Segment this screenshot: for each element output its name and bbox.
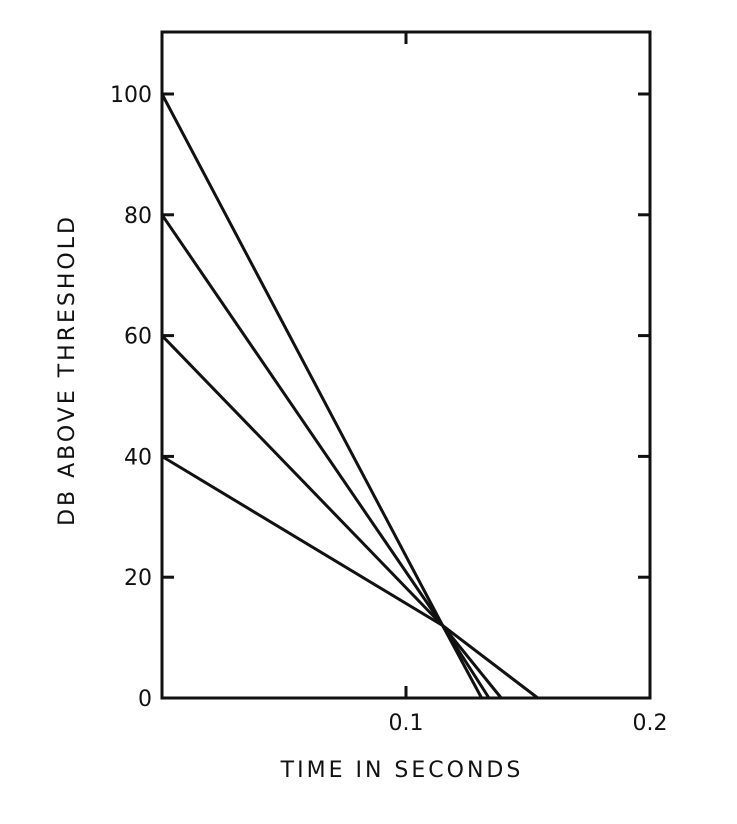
x-axis-label: TIME IN SECONDS — [280, 758, 524, 783]
series-line-3 — [160, 334, 503, 700]
series-line-4 — [160, 454, 540, 700]
y-tick-label: 0 — [138, 687, 152, 712]
series-line-1 — [160, 92, 484, 700]
y-axis-label: DB ABOVE THRESHOLD — [55, 214, 80, 526]
y-tick-label: 80 — [124, 204, 152, 229]
y-tick-label: 60 — [124, 325, 152, 350]
series-lines — [160, 92, 540, 700]
y-tick-label: 100 — [110, 83, 152, 108]
plot-frame — [160, 30, 652, 700]
y-tick-label: 40 — [124, 445, 152, 470]
y-tick-label: 20 — [124, 566, 152, 591]
x-tick-label: 0.2 — [633, 711, 668, 736]
x-tick-label: 0.1 — [389, 711, 424, 736]
x-axis-ticks: 0.1 0.2 — [389, 32, 668, 736]
y-axis-ticks: 0 20 40 60 80 100 — [110, 83, 650, 712]
